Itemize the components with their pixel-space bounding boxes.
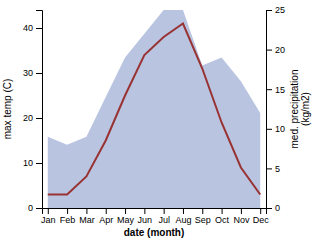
tick-label: 25 bbox=[275, 5, 285, 15]
tick: 25 bbox=[266, 5, 285, 15]
tick: Oct bbox=[215, 208, 230, 225]
tick-mark bbox=[48, 208, 49, 214]
tick-label: Jul bbox=[158, 215, 170, 225]
tick-label: 40 bbox=[23, 23, 33, 33]
tick: 15 bbox=[266, 85, 285, 95]
tick-label: 15 bbox=[275, 85, 285, 95]
tick: May bbox=[117, 208, 135, 225]
tick: Dec bbox=[253, 208, 270, 225]
tick-mark bbox=[36, 73, 42, 74]
tick: 5 bbox=[266, 164, 280, 174]
tick-label: 10 bbox=[275, 124, 285, 134]
tick-mark bbox=[266, 129, 272, 130]
tick: Apr bbox=[99, 208, 113, 225]
tick-mark bbox=[36, 118, 42, 119]
tick: Aug bbox=[175, 208, 191, 225]
area bbox=[48, 10, 260, 208]
tick: 0 bbox=[28, 203, 42, 213]
tick-mark bbox=[266, 50, 272, 51]
y2-axis-title-line: med. precipitation bbox=[289, 70, 300, 149]
tick-label: May bbox=[117, 215, 135, 225]
tick-label: Apr bbox=[99, 215, 113, 225]
axis-line bbox=[267, 11, 273, 209]
tick: 0 bbox=[266, 203, 280, 213]
tick-label: Oct bbox=[215, 215, 230, 225]
tick: Feb bbox=[60, 208, 76, 225]
tick-mark bbox=[202, 208, 203, 214]
axis-line bbox=[43, 209, 267, 215]
tick: 20 bbox=[23, 113, 42, 123]
tick-mark bbox=[241, 208, 242, 214]
y-axis-title: max temp (C) bbox=[2, 79, 13, 140]
line bbox=[48, 24, 260, 195]
tick-label: Feb bbox=[60, 215, 76, 225]
tick-label: Dec bbox=[253, 215, 270, 225]
tick-label: 5 bbox=[275, 164, 280, 174]
tick-label: Sep bbox=[195, 215, 211, 225]
tick-label: 20 bbox=[275, 45, 285, 55]
tick-mark bbox=[266, 168, 272, 169]
y2-axis-title: med. precipitation(kg/m2) bbox=[289, 70, 311, 149]
tick: Jul bbox=[158, 208, 170, 225]
tick-mark bbox=[106, 208, 107, 214]
y2-axis: 0 5 10 15 20 25 bbox=[266, 5, 285, 213]
chart: Jan FebMar Apr MayJun Jul Aug Sep OctNovDec 0 10 2… bbox=[0, 0, 318, 242]
tick-mark bbox=[67, 208, 68, 214]
tick-mark bbox=[164, 208, 165, 214]
tick-mark bbox=[144, 208, 145, 214]
tick: Sep bbox=[195, 208, 211, 225]
tick-mark bbox=[266, 208, 272, 209]
tick-mark bbox=[125, 208, 126, 214]
tick-label: 30 bbox=[23, 68, 33, 78]
tick-label: Jun bbox=[138, 215, 153, 225]
y-axis: 0 10 20 30 40 bbox=[23, 11, 43, 214]
tick-mark bbox=[183, 208, 184, 214]
tick-mark bbox=[36, 163, 42, 164]
tick: Jan bbox=[41, 208, 56, 225]
tick: 20 bbox=[266, 45, 285, 55]
tick-label: Mar bbox=[79, 215, 95, 225]
tick-label: Jan bbox=[41, 215, 56, 225]
plot: Jan FebMar Apr MayJun Jul Aug Sep OctNovDec 0 10 2… bbox=[23, 5, 285, 225]
tick-mark bbox=[266, 89, 272, 90]
tick-mark bbox=[36, 28, 42, 29]
x-axis: Jan FebMar Apr MayJun Jul Aug Sep OctNovDec bbox=[41, 208, 269, 225]
tick: 10 bbox=[266, 124, 285, 134]
tick-label: Aug bbox=[175, 215, 191, 225]
x-axis-title: date (month) bbox=[124, 227, 185, 238]
tick-mark bbox=[222, 208, 223, 214]
tick-label: 0 bbox=[275, 203, 280, 213]
tick-mark bbox=[266, 10, 272, 11]
tick-mark bbox=[86, 208, 87, 214]
tick: Jun bbox=[138, 208, 153, 225]
y2-axis-title-line: (kg/m2) bbox=[300, 92, 311, 126]
tick: Nov bbox=[233, 208, 250, 225]
tick-label: 10 bbox=[23, 158, 33, 168]
tick: Mar bbox=[79, 208, 95, 225]
tick: 10 bbox=[23, 158, 42, 168]
tick-label: 20 bbox=[23, 113, 33, 123]
axis-line bbox=[36, 11, 43, 209]
tick: 40 bbox=[23, 23, 42, 33]
tick-mark bbox=[36, 208, 42, 209]
tick-label: 0 bbox=[28, 203, 33, 213]
marks bbox=[48, 10, 260, 208]
tick-mark bbox=[260, 208, 261, 214]
tick: 30 bbox=[23, 68, 42, 78]
tick-label: Nov bbox=[233, 215, 250, 225]
